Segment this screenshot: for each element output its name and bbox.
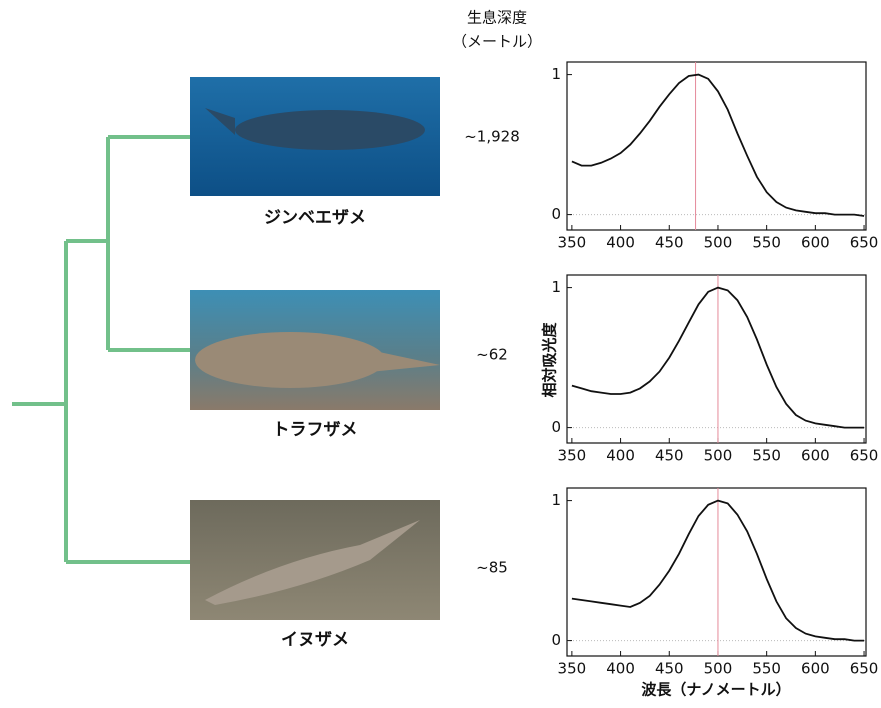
depth-unit: （メートル） [452,33,542,51]
species-name: トラフザメ [273,420,358,440]
x-tick-label: 600 [801,234,830,252]
y-tick-label: 0 [551,205,561,223]
absorbance-line [571,286,865,429]
x-axis-label: 波長（ナノメートル） [641,681,790,699]
x-tick-label: 500 [704,447,733,465]
plot-frame [566,61,867,231]
y-tick-label: 1 [551,491,561,509]
absorbance-line [571,73,865,217]
x-tick-label: 450 [655,234,684,252]
photo [190,290,440,410]
tree [12,135,190,564]
x-tick-label: 350 [558,234,587,252]
plot-frame [566,274,867,444]
y-tick-label: 1 [551,278,561,296]
y-tick-label: 0 [551,631,561,649]
depth-header: 生息深度 [467,9,527,27]
photo [190,77,440,196]
x-tick-label: 350 [558,660,587,678]
x-tick-label: 450 [655,447,684,465]
depth: ~85 [476,559,508,577]
x-tick-label: 650 [850,660,879,678]
depth: ~1,928 [464,128,520,146]
x-tick-label: 650 [850,234,879,252]
x-tick-label: 400 [606,234,635,252]
y-tick-label: 0 [551,418,561,436]
x-tick-label: 400 [606,447,635,465]
x-tick-label: 400 [606,660,635,678]
x-tick-label: 450 [655,660,684,678]
x-tick-label: 550 [752,660,781,678]
y-tick-label: 1 [551,65,561,83]
depth: ~62 [476,346,508,364]
y-axis-label: 相対吸光度 [541,322,559,398]
plot-frame [566,487,867,657]
x-tick-label: 350 [558,447,587,465]
x-tick-label: 600 [801,447,830,465]
x-tick-label: 600 [801,660,830,678]
x-tick-label: 500 [704,234,733,252]
x-tick-label: 650 [850,447,879,465]
x-tick-label: 550 [752,447,781,465]
species-name: イヌザメ [281,630,349,650]
x-tick-label: 550 [752,234,781,252]
absorbance-line [571,499,865,642]
photo [190,500,440,620]
species-name: ジンベエザメ [264,208,366,228]
x-tick-label: 500 [704,660,733,678]
